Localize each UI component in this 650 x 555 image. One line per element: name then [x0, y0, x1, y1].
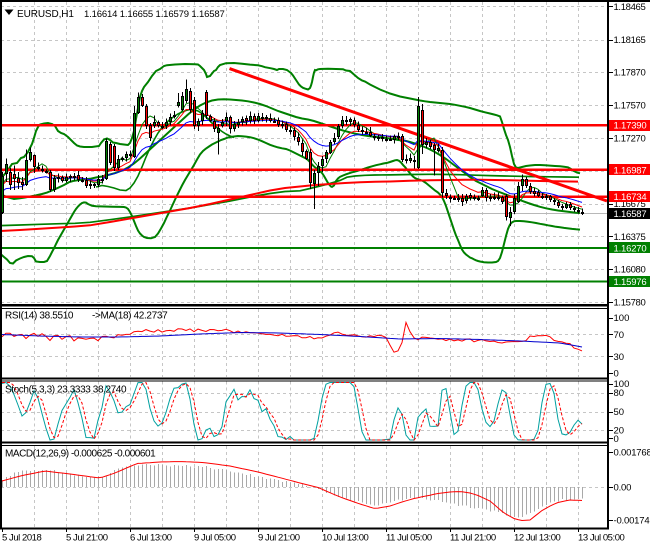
svg-text:RSI(14) 38.5510: RSI(14) 38.5510 [5, 311, 74, 322]
svg-text:13 Jul 05:00: 13 Jul 05:00 [578, 533, 625, 544]
svg-text:MACD(12,26,9) -0.000625 -0.000: MACD(12,26,9) -0.000625 -0.000601 [5, 449, 156, 460]
svg-text:5 Jul 21:00: 5 Jul 21:00 [66, 533, 108, 544]
svg-text:Stoch(5,3,3) 23.3333 38.2740: Stoch(5,3,3) 23.3333 38.2740 [5, 385, 127, 396]
svg-text:12 Jul 13:00: 12 Jul 13:00 [514, 533, 561, 544]
svg-text:EURUSD,H1: EURUSD,H1 [17, 9, 74, 20]
svg-text:9 Jul 21:00: 9 Jul 21:00 [258, 533, 300, 544]
svg-text:50: 50 [614, 407, 625, 418]
svg-text:1.16080: 1.16080 [614, 264, 646, 275]
svg-text:1.16734: 1.16734 [614, 192, 647, 203]
svg-text:->MA(18) 42.2737: ->MA(18) 42.2737 [92, 311, 168, 322]
svg-text:0: 0 [614, 434, 619, 445]
svg-text:1.16587: 1.16587 [614, 209, 647, 220]
svg-text:1.16614 1.16655 1.16579 1.1658: 1.16614 1.16655 1.16579 1.16587 [84, 9, 225, 20]
svg-text:9 Jul 05:00: 9 Jul 05:00 [194, 533, 236, 544]
svg-text:-0.00174: -0.00174 [614, 516, 650, 527]
svg-text:1.15976: 1.15976 [614, 277, 647, 288]
svg-text:5 Jul 2018: 5 Jul 2018 [2, 533, 42, 544]
svg-text:1.16270: 1.16270 [614, 244, 647, 255]
svg-text:70: 70 [614, 330, 625, 341]
svg-text:6 Jul 13:00: 6 Jul 13:00 [130, 533, 172, 544]
svg-text:1.18465: 1.18465 [614, 2, 646, 13]
svg-text:30: 30 [614, 352, 625, 363]
svg-text:1.17390: 1.17390 [614, 121, 647, 132]
svg-text:1.16987: 1.16987 [614, 165, 647, 176]
svg-text:100: 100 [614, 313, 630, 324]
svg-text:1.18165: 1.18165 [614, 35, 646, 46]
svg-text:0.00: 0.00 [614, 483, 632, 494]
svg-text:10 Jul 13:00: 10 Jul 13:00 [322, 533, 369, 544]
svg-text:0: 0 [614, 368, 619, 379]
svg-text:1.17270: 1.17270 [614, 134, 646, 145]
svg-text:1.15780: 1.15780 [614, 297, 646, 308]
svg-text:0.001768: 0.001768 [614, 448, 650, 459]
svg-text:1.16375: 1.16375 [614, 232, 646, 243]
svg-text:1.17870: 1.17870 [614, 68, 646, 79]
svg-text:11 Jul 05:00: 11 Jul 05:00 [386, 533, 432, 544]
svg-text:11 Jul 21:00: 11 Jul 21:00 [450, 533, 496, 544]
svg-text:80: 80 [614, 388, 625, 399]
svg-text:1.17570: 1.17570 [614, 101, 646, 112]
